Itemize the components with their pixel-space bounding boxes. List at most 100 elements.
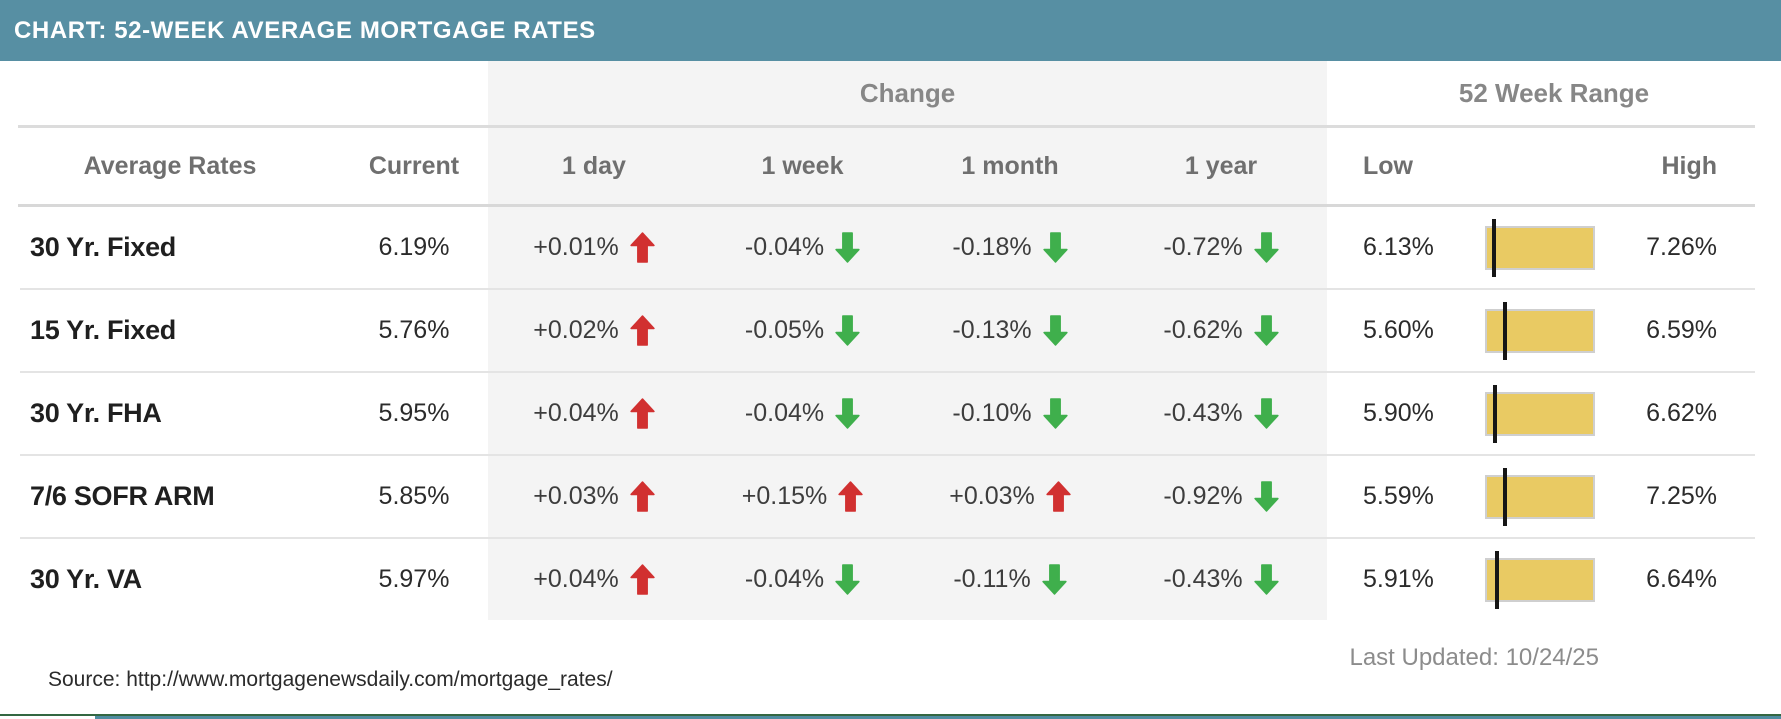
high-value: 6.64%: [1646, 565, 1717, 593]
change-cell: +0.15%: [700, 481, 905, 512]
current-value: 5.95%: [378, 399, 450, 427]
group-header-row: Change 52 Week Range: [0, 61, 1781, 125]
change-cell: -0.11%: [905, 564, 1115, 595]
change-cell: +0.02%: [488, 315, 700, 346]
current-rate-marker: [1503, 301, 1508, 360]
range-bar-cell: [1460, 550, 1620, 609]
change-column-band: [488, 61, 1327, 620]
current-value: 5.76%: [378, 316, 450, 344]
change-value: -0.13%: [952, 316, 1032, 344]
column-header-average-rates: Average Rates: [83, 151, 257, 180]
down-arrow-icon: [1042, 564, 1067, 595]
row-divider: [20, 288, 1755, 290]
change-cell: +0.03%: [488, 481, 700, 512]
bottom-accent-line: [0, 714, 1781, 716]
rate-label: 30 Yr. FHA: [30, 398, 162, 428]
table-row: 7/6 SOFR ARM 5.85% +0.03% +0.15% +0.03% -0.92…: [0, 456, 1781, 537]
source-text: Source: http://www.mortgagenewsdaily.com…: [48, 668, 613, 691]
down-arrow-icon: [1253, 564, 1279, 595]
down-arrow-icon: [1253, 232, 1279, 263]
high-value: 7.25%: [1646, 482, 1717, 510]
rate-label: 30 Yr. VA: [30, 564, 142, 594]
change-value: -0.05%: [744, 316, 825, 344]
up-arrow-icon: [630, 232, 655, 263]
change-value: -0.04%: [744, 399, 825, 427]
range-bar: [1485, 550, 1595, 609]
column-header-1-week: 1 week: [761, 151, 844, 180]
change-cell: +0.01%: [488, 232, 700, 263]
change-value: -0.04%: [744, 565, 825, 593]
current-rate-marker: [1493, 384, 1498, 443]
table-row: 30 Yr. VA 5.97% +0.04% -0.04% -0.11% -0.43% 5.…: [0, 539, 1781, 620]
divider-under-column-headers: [18, 204, 1755, 207]
current-rate-marker: [1502, 467, 1507, 526]
down-arrow-icon: [1253, 315, 1279, 346]
change-cell: -0.04%: [700, 232, 905, 263]
column-header-low: Low: [1363, 151, 1413, 180]
current-value: 5.97%: [378, 565, 450, 593]
change-cell: -0.72%: [1115, 232, 1327, 263]
down-arrow-icon: [835, 232, 860, 263]
current-rate-marker: [1491, 218, 1496, 277]
row-divider: [20, 454, 1755, 456]
low-value: 5.60%: [1363, 316, 1434, 344]
down-arrow-icon: [835, 315, 860, 346]
range-bar-cell: [1460, 218, 1620, 277]
range-bar: [1485, 218, 1595, 277]
up-arrow-icon: [1046, 481, 1071, 512]
rate-label: 7/6 SOFR ARM: [30, 481, 215, 511]
low-value: 5.91%: [1363, 565, 1434, 593]
column-header-1-year: 1 year: [1184, 151, 1258, 180]
range-bar-cell: [1460, 467, 1620, 526]
range-bar: [1485, 384, 1595, 443]
up-arrow-icon: [630, 564, 655, 595]
table-row: 30 Yr. FHA 5.95% +0.04% -0.04% -0.10% -0.43% 5…: [0, 373, 1781, 454]
change-value: -0.62%: [1163, 316, 1243, 344]
range-bar-cell: [1460, 301, 1620, 360]
change-value: -0.04%: [744, 233, 825, 261]
high-value: 6.59%: [1646, 316, 1717, 344]
up-arrow-icon: [630, 315, 655, 346]
change-value: -0.92%: [1163, 482, 1243, 510]
rates-table: Change 52 Week Range Average Rates Curre…: [0, 61, 1781, 620]
change-value: +0.02%: [533, 316, 619, 344]
column-header-current: Current: [368, 151, 460, 180]
change-value: +0.04%: [533, 399, 619, 427]
range-bar: [1485, 301, 1595, 360]
up-arrow-icon: [630, 481, 655, 512]
down-arrow-icon: [835, 398, 860, 429]
group-header-52-week-range: 52 Week Range: [1458, 77, 1650, 108]
change-value: -0.43%: [1163, 399, 1243, 427]
change-value: +0.04%: [533, 565, 619, 593]
table-row: 30 Yr. Fixed 6.19% +0.01% -0.04% -0.18% -0.72…: [0, 207, 1781, 288]
change-value: -0.72%: [1163, 233, 1243, 261]
change-value: +0.03%: [533, 482, 619, 510]
change-cell: +0.04%: [488, 398, 700, 429]
down-arrow-icon: [1253, 481, 1279, 512]
change-cell: -0.05%: [700, 315, 905, 346]
current-value: 5.85%: [378, 482, 450, 510]
table-body: 30 Yr. Fixed 6.19% +0.01% -0.04% -0.18% -0.72…: [0, 207, 1781, 620]
current-rate-marker: [1494, 550, 1499, 609]
rate-label: 30 Yr. Fixed: [30, 232, 176, 262]
change-value: +0.01%: [533, 233, 619, 261]
change-cell: -0.13%: [905, 315, 1115, 346]
change-cell: -0.18%: [905, 232, 1115, 263]
change-cell: -0.43%: [1115, 398, 1327, 429]
column-header-row: Average Rates Current 1 day 1 week 1 mon…: [0, 128, 1781, 204]
change-value: -0.18%: [952, 233, 1032, 261]
rate-label: 15 Yr. Fixed: [30, 315, 176, 345]
row-divider: [20, 371, 1755, 373]
change-cell: -0.04%: [700, 564, 905, 595]
down-arrow-icon: [1042, 398, 1068, 429]
column-header-high: High: [1661, 151, 1717, 180]
down-arrow-icon: [1042, 315, 1068, 346]
change-cell: -0.92%: [1115, 481, 1327, 512]
range-bar: [1485, 467, 1595, 526]
high-value: 7.26%: [1646, 233, 1717, 261]
up-arrow-icon: [838, 481, 863, 512]
change-cell: -0.62%: [1115, 315, 1327, 346]
current-value: 6.19%: [378, 233, 450, 261]
up-arrow-icon: [630, 398, 655, 429]
bottom-accent-strip: [95, 716, 1781, 719]
